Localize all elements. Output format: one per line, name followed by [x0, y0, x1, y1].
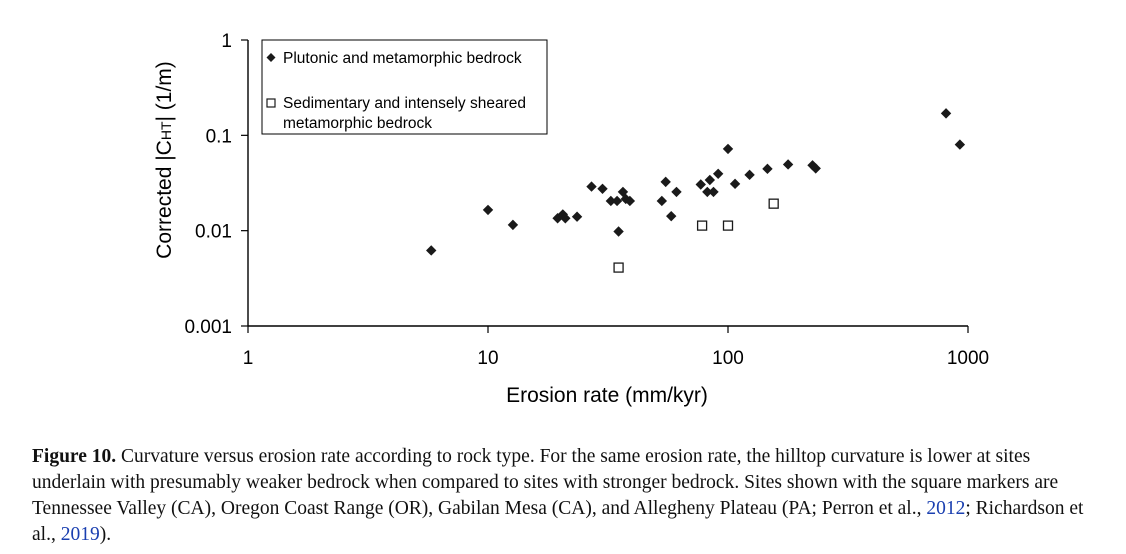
y-axis-label-unit: | (1/m) — [153, 61, 176, 121]
y-tick-label: 0.001 — [184, 317, 232, 338]
x-tick-label: 100 — [712, 348, 744, 369]
caption-text: Curvature versus erosion rate according … — [32, 446, 1059, 519]
data-point-diamond — [695, 179, 706, 190]
data-point-diamond — [729, 178, 741, 190]
legend-label-sedimentary-line-1: Sedimentary and intensely sheared — [283, 95, 526, 112]
caption-text-mid: ; Richardson et al., — [32, 498, 1084, 545]
y-axis-label-subscript: HT — [158, 121, 174, 140]
y-tick-label: 0.1 — [206, 126, 232, 147]
data-points — [426, 108, 966, 273]
data-point-diamond — [560, 213, 571, 224]
legend-box — [261, 39, 548, 135]
axis-ticks: 1 10 100 1000 1 0.1 0.01 0.001 — [184, 31, 989, 369]
data-point-diamond — [708, 186, 719, 198]
legend-label-plutonic: Plutonic and metamorphic bedrock — [283, 50, 522, 67]
data-point-diamond — [656, 195, 668, 207]
data-point-diamond — [762, 163, 773, 175]
data-point-diamond — [940, 108, 952, 119]
data-point-square — [722, 220, 734, 231]
series-plutonic — [426, 108, 966, 256]
caption-figure-label: Figure 10. — [32, 446, 117, 467]
legend-diamond-marker — [266, 53, 276, 62]
x-tick-label: 1 — [243, 348, 254, 369]
data-point-diamond — [954, 139, 966, 150]
y-tick-label: 0.01 — [195, 222, 232, 243]
data-point-diamond — [671, 186, 682, 198]
caption-text-end: ). — [99, 524, 112, 545]
data-point-square — [696, 220, 708, 231]
data-point-diamond — [624, 195, 636, 207]
data-point-diamond — [507, 219, 519, 231]
data-point-diamond — [552, 213, 563, 224]
data-point-diamond — [660, 176, 671, 188]
legend: Plutonic and metamorphic bedrock Sedimen… — [261, 39, 548, 135]
x-tick-label: 1000 — [947, 348, 989, 369]
data-point-square — [613, 262, 624, 273]
scatter-chart: 1 10 100 1000 1 0.1 0.01 0.001 Erosion rate (mm… — [153, 31, 989, 407]
legend-square-marker — [266, 98, 276, 108]
x-tick-label: 10 — [477, 348, 498, 369]
data-point-diamond — [571, 211, 583, 222]
data-point-diamond — [605, 195, 617, 207]
y-axis-label: Corrected |CHT| (1/m) — [153, 61, 176, 259]
x-axis-label: Erosion rate (mm/kyr) — [506, 384, 708, 407]
data-point-diamond — [704, 174, 716, 186]
data-point-square — [768, 198, 779, 209]
data-point-diamond — [620, 193, 631, 205]
series-sedimentary — [613, 198, 779, 273]
data-point-diamond — [666, 210, 677, 222]
data-point-diamond — [782, 159, 794, 170]
caption-ref-richardson[interactable]: 2019 — [60, 524, 100, 545]
data-point-diamond — [712, 168, 724, 179]
legend-label-sedimentary-line-2: metamorphic bedrock — [283, 115, 432, 132]
y-tick-label: 1 — [221, 31, 232, 52]
data-point-diamond — [597, 183, 608, 194]
data-point-diamond — [611, 195, 623, 207]
y-axis-label-main: Corrected |C — [153, 140, 176, 259]
data-point-diamond — [586, 181, 597, 192]
data-point-diamond — [744, 169, 755, 181]
data-point-diamond — [426, 245, 437, 256]
data-point-diamond — [810, 163, 821, 174]
figure-caption: Figure 10. Curvature versus erosion rate… — [32, 444, 1102, 548]
data-point-diamond — [482, 204, 494, 216]
data-point-diamond — [702, 186, 713, 198]
data-point-diamond — [722, 143, 734, 155]
data-point-diamond — [613, 226, 624, 237]
caption-ref-perron[interactable]: 2012 — [926, 498, 966, 519]
